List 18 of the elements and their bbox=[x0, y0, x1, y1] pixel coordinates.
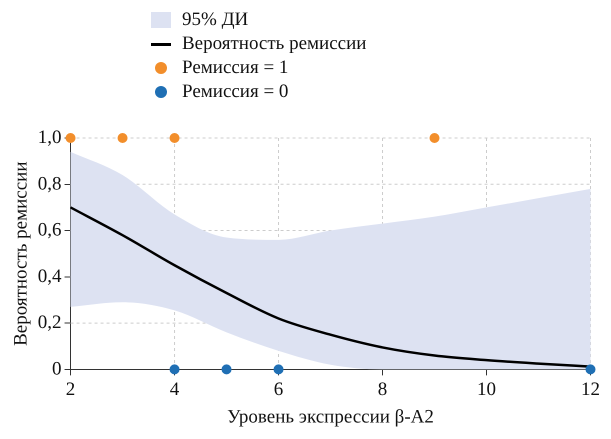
y-tick-label: 0,6 bbox=[38, 220, 62, 241]
text: 95% ДИ bbox=[182, 8, 248, 32]
x-tick-label: 2 bbox=[66, 378, 76, 400]
x-tick-label: 4 bbox=[170, 378, 180, 400]
x-tick-label: 10 bbox=[477, 378, 496, 400]
legend-label: Ремиссия = 0 bbox=[182, 80, 288, 104]
y-tick-label: 1,0 bbox=[38, 126, 62, 148]
x-axis-title: Уровень экспрессии β-A2 bbox=[227, 406, 434, 428]
y-tick-label: 0,8 bbox=[38, 173, 62, 194]
y-axis-title: Вероятность ремиссии bbox=[10, 161, 32, 346]
x-tick-label: 8 bbox=[378, 378, 388, 400]
y-tick-label: 0,2 bbox=[38, 312, 62, 334]
x-tick-label: 6 bbox=[274, 378, 284, 400]
legend-label: Вероятность ремиссии bbox=[182, 32, 366, 56]
x-tick-label: 12 bbox=[581, 378, 600, 400]
legend-label: Ремиссия = 1 bbox=[182, 56, 288, 80]
y-tick-label: 0,4 bbox=[38, 266, 62, 287]
y-tick-label: 0 bbox=[52, 358, 62, 380]
